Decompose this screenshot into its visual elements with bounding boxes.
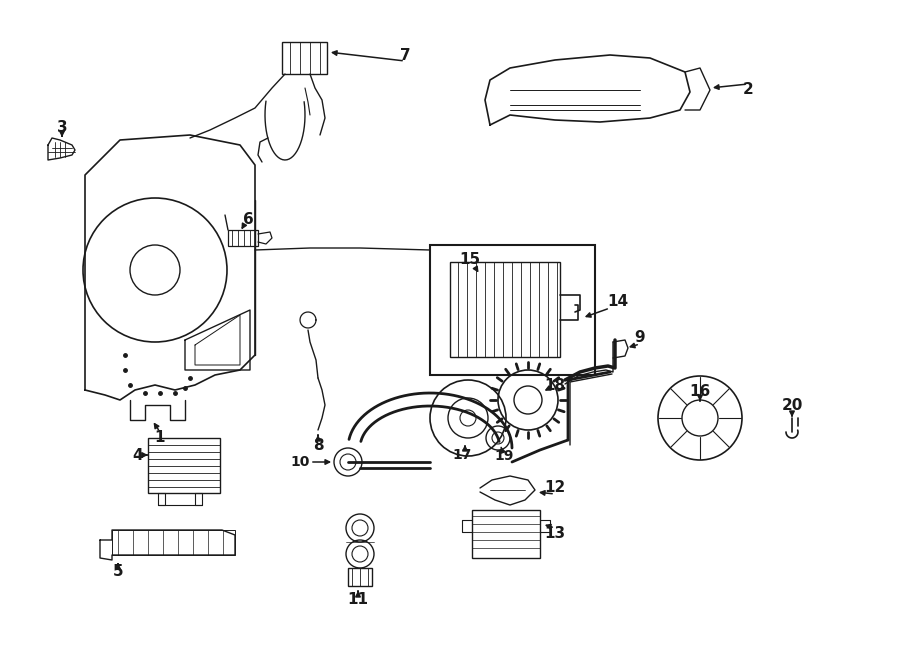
Text: 2: 2 (742, 83, 753, 98)
Bar (282, 42, 327, 74)
Bar (348, 568, 372, 586)
Text: 14: 14 (608, 295, 628, 309)
Text: 18: 18 (544, 377, 565, 393)
Bar (228, 230, 258, 246)
Text: 4: 4 (132, 447, 143, 463)
Bar (430, 245, 595, 375)
Text: 17: 17 (453, 448, 472, 462)
Text: 3: 3 (57, 120, 68, 136)
Text: 10: 10 (291, 455, 310, 469)
Text: 8: 8 (312, 438, 323, 453)
Text: 15: 15 (459, 253, 481, 268)
Text: 6: 6 (243, 212, 254, 227)
Text: 19: 19 (494, 449, 514, 463)
Bar (472, 510, 540, 558)
Text: 1: 1 (155, 430, 166, 446)
Text: 16: 16 (689, 385, 711, 399)
Bar (112, 530, 235, 555)
Text: 20: 20 (781, 397, 803, 412)
Text: 9: 9 (634, 330, 645, 346)
Text: 5: 5 (112, 564, 123, 580)
Bar (450, 262, 560, 357)
Text: 12: 12 (544, 481, 565, 496)
Text: 11: 11 (347, 592, 368, 607)
Bar (148, 438, 220, 493)
Text: 13: 13 (544, 527, 565, 541)
Text: 7: 7 (400, 48, 410, 63)
